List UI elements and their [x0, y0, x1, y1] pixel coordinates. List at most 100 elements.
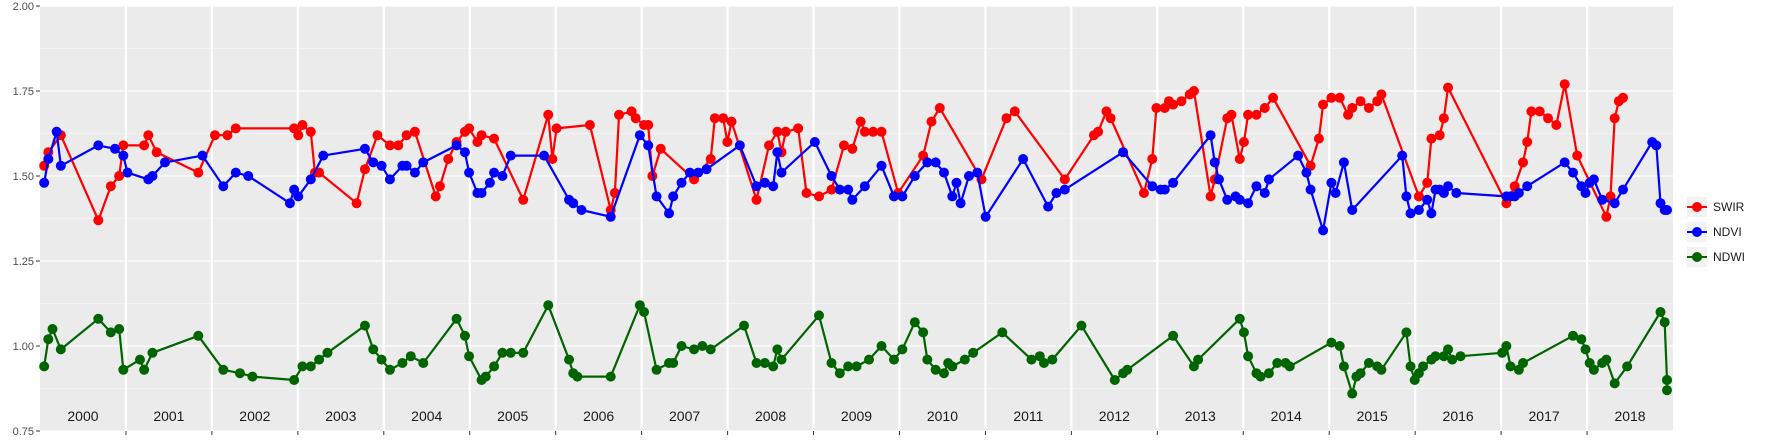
data-point [1255, 371, 1266, 382]
data-point [1443, 181, 1454, 192]
data-point [826, 184, 837, 195]
data-point [409, 167, 420, 178]
data-point [655, 143, 666, 154]
data-point [947, 191, 958, 202]
data-point [368, 344, 379, 355]
year-label: 2014 [1271, 408, 1302, 424]
data-point [114, 324, 125, 334]
data-point [1588, 174, 1599, 185]
data-point [705, 344, 716, 355]
data-point [1205, 130, 1216, 141]
data-point [643, 120, 654, 130]
data-point [1376, 364, 1387, 375]
data-point [305, 174, 316, 185]
data-point [839, 140, 850, 151]
data-point [938, 167, 949, 178]
data-point [39, 361, 50, 372]
data-point [1580, 188, 1591, 198]
data-point [1513, 188, 1524, 198]
data-point [1418, 361, 1429, 372]
data-point [1662, 205, 1672, 215]
data-point [1622, 361, 1633, 372]
data-point [1376, 89, 1387, 100]
data-point [1213, 174, 1224, 185]
data-point [955, 198, 966, 209]
data-point [1176, 96, 1187, 107]
data-point [1234, 194, 1245, 205]
data-point [297, 361, 308, 372]
data-point [1263, 174, 1274, 185]
data-point [922, 157, 933, 168]
data-point [938, 368, 949, 379]
data-point [1338, 361, 1349, 372]
data-point [384, 140, 395, 151]
data-point [1268, 92, 1279, 103]
year-label: 2012 [1099, 408, 1130, 424]
data-point [1413, 191, 1424, 202]
data-point [876, 126, 887, 137]
data-point [1009, 106, 1020, 117]
data-point [1334, 92, 1345, 103]
data-point [1047, 354, 1058, 365]
data-point [1659, 317, 1670, 328]
data-point [39, 177, 50, 188]
data-point [118, 140, 129, 151]
x-axis [125, 431, 1588, 435]
data-point [1209, 157, 1220, 168]
legend-item-swir: SWIR [1687, 197, 1745, 217]
data-point [868, 126, 879, 137]
data-point [1168, 330, 1179, 341]
year-label: 2003 [325, 408, 356, 424]
legend-label: NDWI [1713, 250, 1745, 264]
data-point [1188, 86, 1199, 96]
data-point [1326, 337, 1337, 348]
data-point [209, 130, 220, 141]
data-point [1263, 368, 1274, 379]
year-label: 2010 [927, 408, 958, 424]
series-swir [39, 79, 1629, 226]
data-point [139, 140, 150, 151]
data-point [1580, 344, 1591, 355]
data-point [1443, 82, 1454, 93]
year-label: 2017 [1529, 408, 1560, 424]
series-ndwi [39, 300, 1672, 399]
data-point [1226, 109, 1237, 120]
data-point [930, 157, 941, 168]
data-point [568, 198, 579, 209]
data-point [93, 313, 104, 324]
data-point [1251, 181, 1262, 192]
data-point [543, 109, 554, 120]
data-point [1251, 109, 1262, 120]
data-point [476, 188, 487, 198]
data-point [1259, 188, 1270, 198]
data-point [505, 150, 516, 161]
data-point [909, 317, 920, 328]
data-point [1243, 109, 1254, 120]
data-point [1313, 133, 1324, 144]
data-point [105, 327, 116, 338]
data-point [668, 358, 679, 368]
data-point [643, 140, 654, 151]
y-tick-label: 2.00 [13, 1, 34, 13]
data-point [734, 140, 745, 151]
data-point [1576, 334, 1587, 345]
data-point [793, 123, 804, 134]
data-point [1193, 354, 1204, 365]
data-point [1038, 358, 1049, 368]
data-point [1518, 157, 1529, 168]
data-point [843, 184, 854, 195]
data-point [193, 330, 204, 341]
year-label: 2002 [239, 408, 270, 424]
data-point [814, 191, 825, 202]
data-point [1168, 99, 1179, 110]
data-point [888, 191, 899, 202]
year-label: 2007 [669, 408, 700, 424]
data-point [305, 126, 316, 137]
data-point [459, 330, 470, 341]
data-point [809, 137, 820, 147]
data-point [843, 361, 854, 372]
data-point [1455, 351, 1466, 362]
data-point [876, 160, 887, 171]
data-point [1522, 137, 1533, 147]
data-point [1238, 137, 1249, 147]
